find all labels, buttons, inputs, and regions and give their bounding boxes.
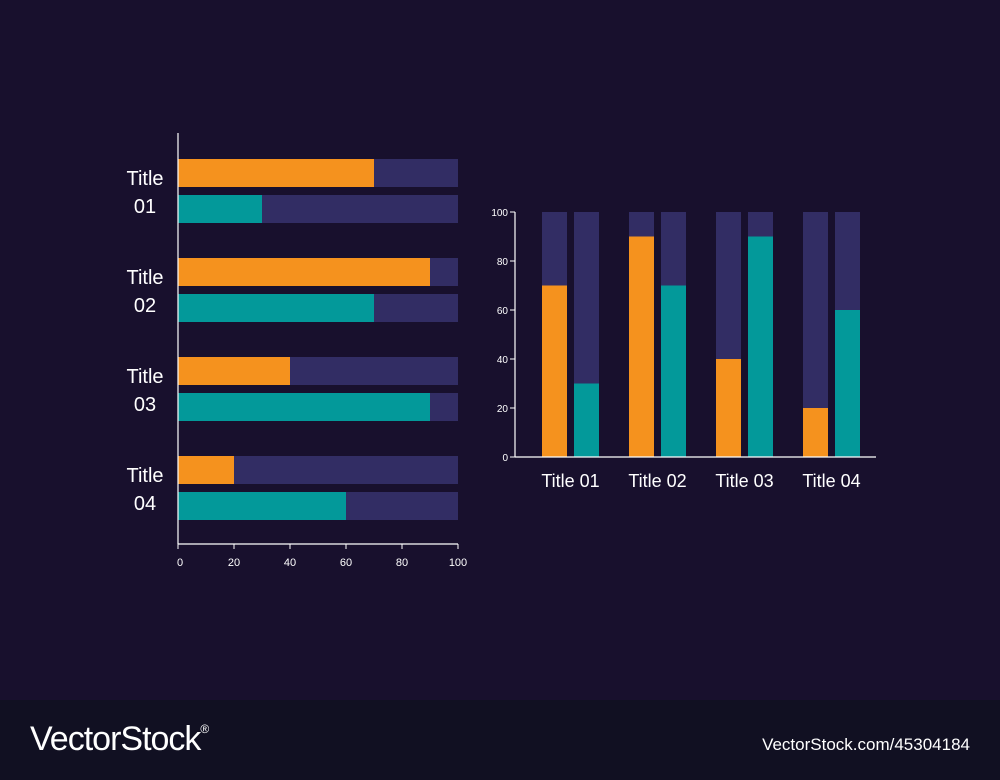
category-label: 02 (134, 295, 156, 317)
tick-label: 100 (491, 208, 508, 219)
category-label: 01 (134, 196, 156, 218)
bar (835, 310, 860, 457)
tick-label: 20 (228, 557, 240, 569)
footer-bar: VectorStock® VectorStock.com/45304184 (0, 700, 1000, 780)
brand-name: VectorStock (30, 720, 201, 758)
tick-label: 40 (497, 355, 509, 366)
registered-mark: ® (200, 722, 209, 736)
bar (178, 294, 374, 322)
horizontal-bar-chart: Title 01 Title 02 Title 03 Title 04 0 20 40 60 80 100 (126, 133, 467, 569)
bar (716, 359, 741, 457)
bar (178, 195, 262, 223)
bar (629, 236, 654, 457)
bar (178, 456, 234, 484)
category-label: Title (126, 366, 163, 388)
category-label: Title 02 (628, 471, 686, 491)
category-label: 04 (134, 493, 156, 515)
bar (178, 357, 290, 385)
bar (178, 393, 430, 421)
bar (803, 408, 828, 457)
bar (661, 285, 686, 457)
bar (748, 236, 773, 457)
category-label: Title (126, 168, 163, 190)
bar (178, 258, 430, 286)
bar (178, 159, 374, 187)
category-label: Title 04 (802, 471, 860, 491)
tick-label: 80 (497, 257, 509, 268)
category-label: 03 (134, 394, 156, 416)
tick-label: 0 (502, 453, 508, 464)
bar (178, 492, 346, 520)
bar (542, 285, 567, 457)
category-label: Title (126, 465, 163, 487)
category-label: Title (126, 267, 163, 289)
category-label: Title 01 (541, 471, 599, 491)
tick-label: 20 (497, 404, 509, 415)
bar (574, 383, 599, 457)
tick-label: 0 (177, 557, 183, 569)
tick-label: 60 (340, 557, 352, 569)
category-label: Title 03 (715, 471, 773, 491)
vertical-bar-chart: Title 01 Title 02 Title 03 Title 04 0 20 40 60 8… (491, 208, 876, 491)
image-id-text: VectorStock.com/45304184 (762, 735, 970, 754)
tick-label: 60 (497, 306, 509, 317)
tick-label: 40 (284, 557, 296, 569)
vectorstock-logo[interactable]: VectorStock® (30, 720, 209, 759)
tick-label: 100 (449, 557, 467, 569)
tick-label: 80 (396, 557, 408, 569)
